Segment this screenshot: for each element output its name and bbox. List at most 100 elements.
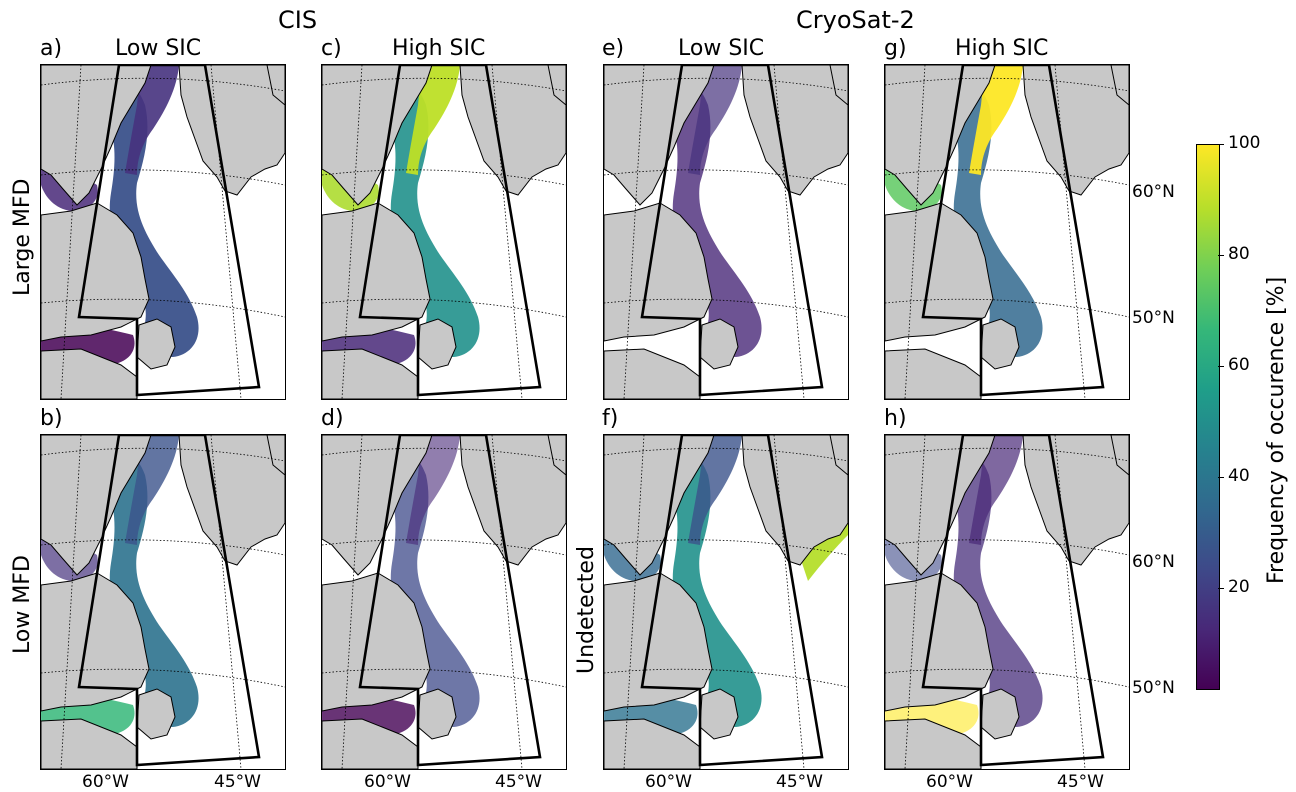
map-panel-a xyxy=(40,64,286,400)
land-mass xyxy=(322,202,431,342)
study-region-box xyxy=(358,435,542,767)
land-mass xyxy=(885,202,994,342)
lon-tick-45w-h: 45°W xyxy=(1057,772,1104,792)
land-mass xyxy=(604,572,713,712)
graticule-line xyxy=(41,668,285,688)
panel-title-e: Low SIC xyxy=(678,36,765,61)
map-panel-d xyxy=(321,434,567,770)
map-b-svg xyxy=(41,435,285,769)
panel-label-c: c) xyxy=(321,36,342,61)
colorbar-tick-label: 40 xyxy=(1228,466,1250,487)
row-label-undetected: Undetected xyxy=(574,546,599,674)
colorbar-tick-label: 60 xyxy=(1228,355,1250,376)
lat-tick-50n-top: 50°N xyxy=(1132,308,1175,328)
graticule-line xyxy=(885,77,1129,92)
land-mass xyxy=(604,435,715,576)
land-mass xyxy=(41,572,150,712)
colorbar-tick-mark xyxy=(1218,255,1224,257)
panel-label-d: d) xyxy=(321,406,344,431)
graticule-line xyxy=(41,298,285,318)
graticule-line xyxy=(604,539,848,556)
graticule-line xyxy=(885,298,1129,318)
map-panel-h xyxy=(884,434,1130,770)
graticule-line xyxy=(322,169,566,186)
lat-tick-50n-bottom: 50°N xyxy=(1132,678,1175,698)
cryosat-group-title: CryoSat-2 xyxy=(796,6,915,34)
graticule-line xyxy=(322,77,566,92)
land-mass xyxy=(41,65,152,206)
graticule-line xyxy=(604,298,848,318)
map-e-svg xyxy=(604,65,848,399)
study-region-box xyxy=(921,65,1105,397)
study-region-box xyxy=(358,65,542,397)
land-mass xyxy=(885,65,996,206)
land-mass xyxy=(1110,435,1129,476)
land-mass xyxy=(322,435,433,576)
sea-ice-frequency-field xyxy=(660,74,762,357)
map-panel-e xyxy=(603,64,849,400)
land-mass xyxy=(699,318,739,370)
panel-title-c: High SIC xyxy=(392,36,486,61)
lon-tick-45w-d: 45°W xyxy=(495,772,542,792)
land-mass xyxy=(266,65,285,106)
colorbar xyxy=(1196,144,1220,690)
sea-ice-frequency-field xyxy=(660,444,762,727)
land-mass xyxy=(41,435,152,576)
graticule-line xyxy=(41,77,285,92)
sea-ice-frequency-field xyxy=(941,444,1043,727)
land-mass xyxy=(417,318,457,370)
graticule-line xyxy=(322,447,566,462)
land-mass xyxy=(136,688,176,740)
panel-label-f: f) xyxy=(602,406,619,431)
graticule-line xyxy=(41,447,285,462)
colorbar-tick-label: 20 xyxy=(1228,577,1250,598)
lon-tick-60w-b: 60°W xyxy=(82,772,129,792)
lon-tick-60w-f: 60°W xyxy=(645,772,692,792)
graticule-line xyxy=(604,77,848,92)
colorbar-label: Frequency of occurence [%] xyxy=(1264,276,1289,584)
sea-ice-frequency-field xyxy=(97,74,199,357)
study-region-box xyxy=(921,435,1105,767)
map-c-svg xyxy=(322,65,566,399)
panel-label-b: b) xyxy=(40,406,63,431)
panel-title-g: High SIC xyxy=(955,36,1049,61)
sea-ice-frequency-field xyxy=(941,74,1043,357)
graticule-line xyxy=(604,169,848,186)
study-region-box xyxy=(640,65,824,397)
panel-label-g: g) xyxy=(884,36,907,61)
land-mass xyxy=(829,435,848,476)
land-mass xyxy=(136,318,176,370)
map-f-svg xyxy=(604,435,848,769)
colorbar-tick-label: 100 xyxy=(1228,133,1261,153)
land-mass xyxy=(699,688,739,740)
land-mass xyxy=(547,435,566,476)
panel-title-a: Low SIC xyxy=(115,36,202,61)
map-panel-f xyxy=(603,434,849,770)
colorbar-tick-mark xyxy=(1218,588,1224,590)
land-mass xyxy=(322,65,433,206)
land-mass xyxy=(604,65,715,206)
row-label-large-mfd: Large MFD xyxy=(10,178,35,296)
lon-tick-45w-f: 45°W xyxy=(776,772,823,792)
land-mass xyxy=(829,65,848,106)
map-g-svg xyxy=(885,65,1129,399)
colorbar-tick-mark xyxy=(1218,144,1224,145)
graticule-line xyxy=(322,298,566,318)
map-h-svg xyxy=(885,435,1129,769)
lat-tick-60n-bottom: 60°N xyxy=(1132,552,1175,572)
land-mass xyxy=(1110,65,1129,106)
land-mass xyxy=(41,202,150,342)
study-region-box xyxy=(77,65,261,397)
map-d-svg xyxy=(322,435,566,769)
graticule-line xyxy=(41,169,285,186)
map-panel-c xyxy=(321,64,567,400)
panel-label-a: a) xyxy=(40,36,63,61)
row-label-low-mfd: Low MFD xyxy=(10,555,35,654)
colorbar-tick-label: 80 xyxy=(1228,244,1250,265)
land-mass xyxy=(417,688,457,740)
map-panel-b xyxy=(40,434,286,770)
land-mass xyxy=(322,572,431,712)
graticule-line xyxy=(885,447,1129,462)
study-region-box xyxy=(77,435,261,767)
land-mass xyxy=(547,65,566,106)
